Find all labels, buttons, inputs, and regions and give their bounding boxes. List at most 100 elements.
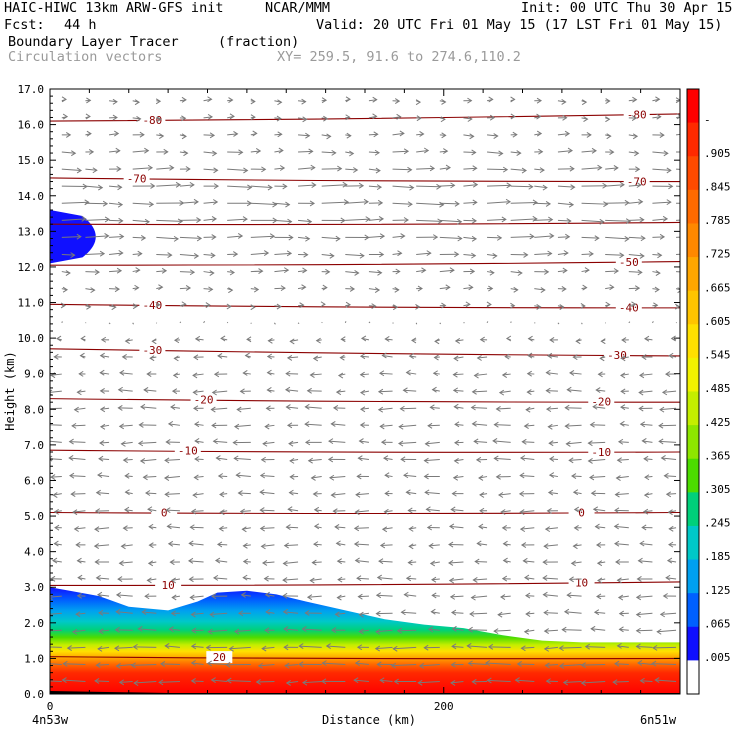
wind-vector xyxy=(100,336,110,343)
wind-vector xyxy=(467,626,488,633)
wind-vector xyxy=(368,215,385,222)
wind-vector xyxy=(378,558,393,565)
wind-vector xyxy=(523,628,535,635)
wind-vector xyxy=(99,352,110,359)
wind-vector xyxy=(423,457,440,464)
wind-vector xyxy=(354,557,369,564)
wind-vector xyxy=(73,526,86,532)
wind-vector xyxy=(614,507,629,514)
wind-vector xyxy=(471,420,488,427)
wind-vector xyxy=(594,523,606,530)
wind-vector xyxy=(298,182,317,188)
wind-vector xyxy=(416,183,442,190)
isotherm-line xyxy=(50,221,680,226)
wind-vector xyxy=(85,130,92,137)
y-axis-label: Height (km) xyxy=(3,351,17,430)
wind-vector xyxy=(50,612,62,617)
wind-vector xyxy=(227,184,253,191)
wind-vector xyxy=(156,252,173,259)
wind-vector xyxy=(522,557,535,564)
wind-vector xyxy=(76,389,86,396)
wind-vector xyxy=(298,98,307,105)
wind-vector xyxy=(244,352,251,359)
wind-vector xyxy=(311,559,322,566)
wind-vector xyxy=(519,509,535,515)
wind-vector xyxy=(179,115,187,122)
wind-vector xyxy=(313,506,322,513)
wind-vector xyxy=(345,252,365,259)
wind-vector xyxy=(543,609,558,616)
wind-vector xyxy=(298,235,311,242)
wind-vector xyxy=(345,150,355,157)
wind-vector xyxy=(165,439,180,445)
wind-vector xyxy=(641,437,653,444)
wind-vector xyxy=(203,234,217,240)
wind-vector xyxy=(572,489,582,496)
wind-vector xyxy=(639,677,653,684)
wind-vector xyxy=(521,438,535,445)
colorbar-label: .665 xyxy=(704,281,731,294)
wind-vector xyxy=(605,252,625,259)
wind-vector xyxy=(676,151,680,153)
field-name: Boundary Layer Tracer xyxy=(8,34,179,50)
wind-vector xyxy=(658,422,677,429)
wind-vector xyxy=(297,116,308,123)
wind-vector xyxy=(232,439,251,446)
wind-vector xyxy=(163,475,180,481)
wind-vector xyxy=(109,217,124,224)
wind-vector xyxy=(156,218,184,225)
wind-vector xyxy=(61,215,87,222)
wind-vector xyxy=(668,525,677,532)
wind-vector xyxy=(71,422,86,429)
wind-vector xyxy=(109,201,124,208)
wind-vector xyxy=(368,113,378,120)
wind-vector xyxy=(203,183,220,190)
colorbar-swatch xyxy=(687,492,699,527)
wind-vector xyxy=(368,167,381,174)
wind-vector xyxy=(478,475,488,481)
wind-vector xyxy=(62,660,86,667)
wind-vector xyxy=(283,626,299,632)
wind-vector xyxy=(402,387,417,394)
wind-vector xyxy=(463,252,477,259)
wind-vector xyxy=(451,643,464,650)
wind-vector xyxy=(557,165,575,172)
wind-vector xyxy=(61,321,63,324)
wind-vector xyxy=(219,509,228,516)
wind-vector xyxy=(132,183,156,189)
wind-vector xyxy=(99,387,110,394)
wind-vector xyxy=(156,116,162,123)
wind-vector xyxy=(61,286,69,293)
wind-vector xyxy=(321,660,346,667)
wind-vector xyxy=(250,201,278,208)
wind-vector xyxy=(360,406,370,413)
colorbar-label: .545 xyxy=(704,349,731,362)
isotherm-label: -80 xyxy=(627,108,647,121)
wind-vector xyxy=(487,234,503,241)
wind-vector xyxy=(189,594,204,601)
wind-vector xyxy=(321,235,341,242)
wind-vector xyxy=(654,677,677,683)
wind-vector xyxy=(463,97,473,104)
wind-vector xyxy=(652,233,666,240)
wind-vector xyxy=(381,526,393,533)
wind-vector xyxy=(471,388,488,395)
wind-vector xyxy=(628,96,638,103)
wind-vector xyxy=(424,440,440,447)
wind-vector xyxy=(75,611,86,618)
wind-vector xyxy=(94,559,110,565)
isotherm-label: 0 xyxy=(578,507,585,520)
wind-vector xyxy=(85,200,109,207)
wind-vector xyxy=(599,355,606,362)
wind-vector xyxy=(334,611,346,618)
wind-vector xyxy=(285,386,299,393)
wind-vector xyxy=(156,181,182,188)
wind-vector xyxy=(368,303,377,310)
wind-vector xyxy=(336,558,346,565)
wind-vector xyxy=(377,406,393,413)
wind-vector xyxy=(233,423,251,430)
wind-vector xyxy=(263,575,275,582)
colorbar-label: .365 xyxy=(704,449,731,462)
wind-vector xyxy=(572,543,582,550)
wind-vector xyxy=(95,662,110,669)
